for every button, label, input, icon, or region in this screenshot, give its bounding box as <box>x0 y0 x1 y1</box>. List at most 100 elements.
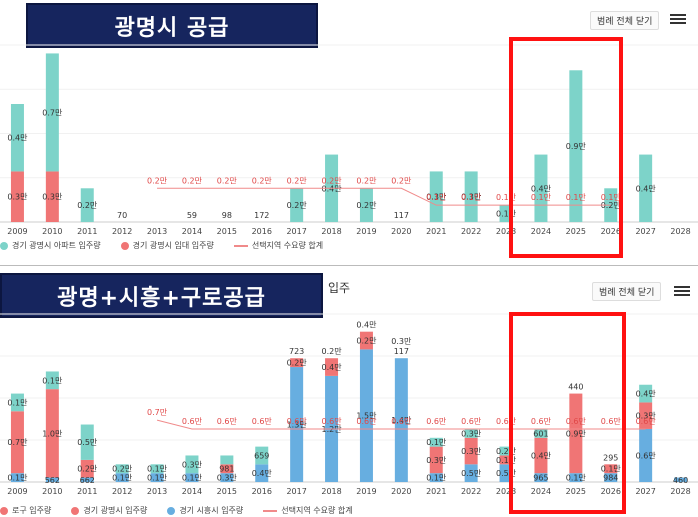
x-tick-label: 2024 <box>531 227 551 236</box>
legend-item-gwangmyeong[interactable]: 경기 광명시 입주량 <box>71 505 147 516</box>
x-tick-label: 2017 <box>286 227 306 236</box>
legend-item-rental[interactable]: 경기 광명시 임대 입주량 <box>120 240 214 251</box>
bar-value-label: 723 <box>289 347 304 356</box>
bar-segment <box>290 358 304 368</box>
demand-line-label: 0.1만 <box>566 193 587 202</box>
bar-value-label: 965 <box>533 474 548 483</box>
bar-segment <box>534 473 548 482</box>
demand-line-label: 0.2만 <box>252 176 273 185</box>
x-tick-label: 2012 <box>112 487 132 496</box>
x-tick-label: 2016 <box>252 487 272 496</box>
bar-value-label: 0.1만 <box>566 474 587 483</box>
chart-legend: 경기 광명시 아파트 입주량 경기 광명시 임대 입주량 선택지역 수요량 합계 <box>0 240 323 251</box>
bar-segment <box>359 349 373 482</box>
legend-item-demand[interactable]: 선택지역 수요량 합계 <box>233 240 323 251</box>
bar-chart: 0.1만0.7만0.1만20095621.0만0.1만20106620.2만0.… <box>0 313 698 496</box>
demand-line-label: 0.6만 <box>461 417 482 426</box>
demand-line-label: 0.6만 <box>287 417 308 426</box>
x-tick-label: 2019 <box>356 227 376 236</box>
bar-segment <box>115 473 129 482</box>
bar-value-label: 0.1만 <box>42 376 63 385</box>
bar-value-label: 0.3만 <box>42 193 63 202</box>
legend-item-siheung[interactable]: 경기 시흥시 입주량 <box>167 505 243 516</box>
demand-line-label: 0.6만 <box>356 417 377 426</box>
bar-segment <box>185 473 199 482</box>
bar-value-label: 0.4만 <box>636 184 657 193</box>
bar-segment <box>45 477 59 482</box>
x-tick-label: 2028 <box>670 487 690 496</box>
bar-value-label: 295 <box>603 453 618 462</box>
x-tick-label: 2025 <box>566 487 586 496</box>
x-tick-label: 2017 <box>286 487 306 496</box>
menu-icon[interactable] <box>670 14 686 24</box>
x-tick-label: 2021 <box>426 487 446 496</box>
x-tick-label: 2026 <box>601 227 621 236</box>
legend-dot-icon <box>71 506 80 515</box>
highlight-box <box>509 312 626 514</box>
bar-value-label: 0.5만 <box>496 469 517 478</box>
bar-segment <box>220 473 234 482</box>
bar-value-label: 117 <box>394 347 409 356</box>
bar-value-label: 0.9만 <box>566 142 587 151</box>
bar-value-label: 0.1만 <box>147 474 168 483</box>
bar-segment <box>290 188 304 222</box>
menu-icon[interactable] <box>674 286 690 296</box>
bar-value-label: 70 <box>117 211 127 220</box>
bar-value-label: 659 <box>254 451 269 460</box>
bar-value-label: 0.3만 <box>7 193 28 202</box>
bar-value-label: 59 <box>187 211 197 220</box>
legend-toggle-button[interactable]: 범례 전체 닫기 <box>592 282 662 301</box>
legend-toggle-button[interactable]: 범례 전체 닫기 <box>590 11 660 30</box>
bar-value-label: 0.4만 <box>356 321 377 330</box>
bar-value-label: 0.1만 <box>147 465 168 474</box>
bar-value-label: 0.4만 <box>531 184 552 193</box>
legend-dot-icon <box>120 241 129 250</box>
legend-label: 선택지역 수요량 합계 <box>281 506 353 515</box>
bar-segment <box>464 464 478 482</box>
bar-value-label: 0.2만 <box>77 465 98 474</box>
bar-segment <box>464 171 478 222</box>
bar-segment <box>569 70 583 223</box>
x-tick-label: 2012 <box>112 227 132 236</box>
bar-value-label: 562 <box>45 476 60 485</box>
bar-segment <box>639 428 653 482</box>
bar-segment <box>220 455 234 465</box>
bar-value-label: 0.4만 <box>636 390 657 399</box>
bar-segment <box>569 393 583 474</box>
legend-dot-icon <box>0 506 8 515</box>
demand-line-label: 0.6만 <box>252 417 273 426</box>
bar-segment <box>10 104 24 172</box>
bar-value-label: 0.1만 <box>601 465 622 474</box>
bar-segment <box>80 424 94 460</box>
bar-segment <box>45 371 59 390</box>
bar-value-label: 1.2만 <box>322 425 343 434</box>
x-tick-label: 2014 <box>182 227 202 236</box>
bar-segment <box>639 384 653 403</box>
demand-line-label: 0.6만 <box>322 417 343 426</box>
legend-item-demand[interactable]: 선택지역 수요량 합계 <box>263 505 353 516</box>
demand-line-label: 0.1만 <box>531 193 552 202</box>
x-tick-label: 2018 <box>321 227 341 236</box>
bar-segment <box>499 455 513 465</box>
bar-value-label: 440 <box>568 383 583 392</box>
bar-value-label: 1.0만 <box>42 429 63 438</box>
bar-value-label: 0.2만 <box>356 337 377 346</box>
legend-item-guro[interactable]: 로구 입주량 <box>0 505 51 516</box>
legend-item-apartment[interactable]: 경기 광명시 아파트 입주량 <box>0 240 101 251</box>
chart-title: 광명시 공급 <box>26 3 318 48</box>
bar-value-label: 0.3만 <box>426 456 447 465</box>
demand-line-label: 0.1만 <box>426 193 447 202</box>
demand-line-label: 0.6만 <box>601 417 622 426</box>
demand-line-label: 0.1만 <box>601 193 622 202</box>
chart-subtitle-fragment: 입주 <box>328 281 351 295</box>
x-tick-label: 2009 <box>7 227 27 236</box>
bar-segment <box>10 393 24 412</box>
bar-value-label: 981 <box>219 465 234 474</box>
bar-segment <box>10 473 24 482</box>
x-tick-label: 2015 <box>217 227 237 236</box>
x-tick-label: 2022 <box>461 487 481 496</box>
bar-value-label: 1.3만 <box>287 421 308 430</box>
legend-line-icon <box>233 244 248 247</box>
x-tick-label: 2013 <box>147 227 167 236</box>
x-tick-label: 2028 <box>670 227 690 236</box>
